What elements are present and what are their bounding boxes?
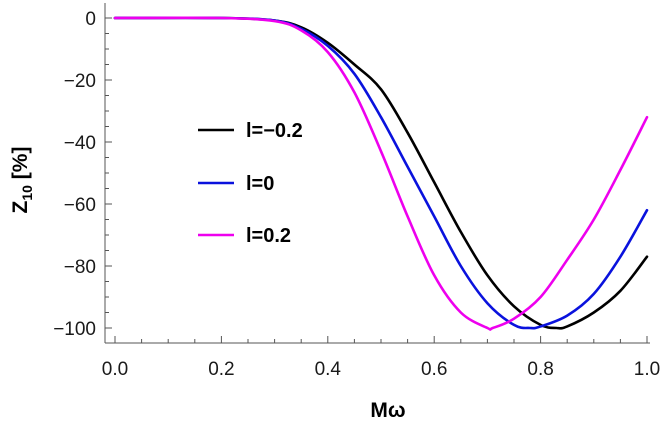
series-l-minus-0-2-legend-label: l=−0.2 [246, 120, 303, 142]
axes [104, 3, 650, 344]
x-tick-label: 0.0 [102, 359, 128, 380]
y-tick-label: −20 [64, 71, 96, 92]
series-l-0-2-legend-label: l=0.2 [246, 225, 291, 247]
x-tick-label: 1.0 [634, 359, 660, 380]
series-l-0-legend-label: l=0 [246, 173, 274, 195]
series-l-minus-0-2-line [113, 16, 649, 330]
x-tick-label: 0.8 [527, 359, 553, 380]
y-ticks: 0 −20 −40 −60 −80 −100 [53, 9, 112, 340]
x-ticks: 0.0 0.2 0.4 0.6 0.8 1.0 [102, 336, 660, 380]
y-tick-label: −40 [64, 133, 96, 154]
series-l-0-line [113, 16, 649, 330]
series-group [113, 16, 649, 331]
x-tick-label: 0.4 [315, 359, 342, 380]
x-tick-label: 0.6 [421, 359, 447, 380]
x-axis-title: Mω [370, 399, 405, 422]
y-tick-label: 0 [85, 9, 96, 30]
y-tick-label: −60 [64, 195, 96, 216]
y-axis-title-main: Z [9, 200, 32, 213]
y-axis-title-subscript: 10 [19, 185, 35, 201]
y-tick-label: −100 [53, 319, 96, 340]
y-axis-title: Z10 [%] [9, 147, 35, 214]
y-axis-title-suffix: [%] [9, 147, 32, 186]
series-l-0-2-line [113, 16, 649, 331]
x-tick-label: 0.2 [208, 359, 234, 380]
y-tick-label: −80 [64, 257, 96, 278]
legend: l=−0.2 l=0 l=0.2 [198, 120, 303, 247]
